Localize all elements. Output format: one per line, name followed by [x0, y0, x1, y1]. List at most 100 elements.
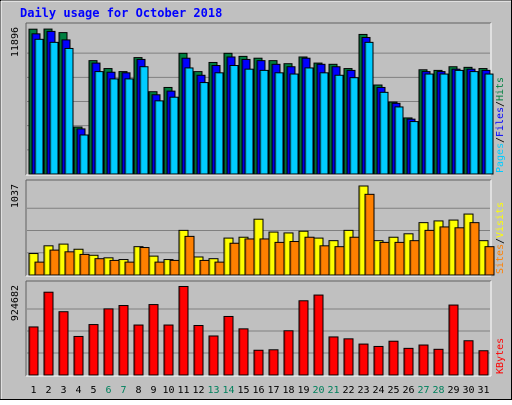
side-label-visits: Visits [495, 202, 506, 238]
side-label-hits: Hits [495, 77, 506, 101]
bar-pages-day-23 [364, 41, 374, 175]
side-label-separator: / [495, 137, 506, 143]
x-tick-label-day-9: 9 [150, 385, 156, 396]
bar-kbytes-day-13 [208, 335, 219, 376]
x-tick-label-day-30: 30 [462, 385, 474, 396]
bar-pages-day-22 [349, 77, 359, 175]
bar-sites-day-11 [184, 235, 195, 276]
bar-kbytes-day-16 [253, 349, 264, 376]
x-tick-label-day-20: 20 [312, 385, 324, 396]
bar-kbytes-day-5 [88, 324, 99, 376]
x-tick-label-day-11: 11 [177, 385, 189, 396]
bar-kbytes-day-23 [358, 343, 369, 376]
bar-kbytes-day-17 [268, 349, 279, 376]
bar-pages-day-31 [484, 73, 494, 175]
x-tick-label-day-18: 18 [282, 385, 294, 396]
bar-pages-day-16 [259, 69, 269, 175]
bar-pages-day-2 [49, 41, 59, 175]
bar-pages-day-7 [124, 78, 134, 175]
bar-kbytes-day-25 [388, 340, 399, 376]
side-label-kbytes: KBytes [495, 338, 506, 374]
bar-kbytes-day-19 [298, 300, 309, 376]
x-tick-label-day-28: 28 [432, 385, 444, 396]
bar-sites-day-31 [484, 246, 495, 276]
bar-kbytes-day-18 [283, 330, 294, 376]
bar-kbytes-day-3 [58, 311, 69, 376]
bar-kbytes-day-27 [418, 344, 429, 376]
x-tick-label-day-26: 26 [402, 385, 414, 396]
bar-kbytes-day-10 [163, 324, 174, 376]
x-tick-label-day-4: 4 [75, 385, 81, 396]
x-tick-label-day-24: 24 [372, 385, 384, 396]
bar-kbytes-day-24 [373, 345, 384, 376]
x-tick-label-day-7: 7 [120, 385, 126, 396]
bar-pages-day-11 [184, 67, 194, 175]
max-label-hits-files-pages: 11896 [10, 27, 21, 57]
bar-kbytes-day-28 [433, 348, 444, 376]
x-tick-label-day-22: 22 [342, 385, 354, 396]
x-tick-label-day-31: 31 [477, 385, 489, 396]
x-tick-label-day-1: 1 [30, 385, 36, 396]
bar-pages-day-1 [34, 38, 44, 175]
bar-kbytes-day-8 [133, 324, 144, 376]
x-tick-label-day-25: 25 [387, 385, 399, 396]
x-tick-label-day-6: 6 [105, 385, 111, 396]
bar-pages-day-5 [94, 71, 104, 175]
bar-pages-day-26 [409, 121, 419, 175]
bar-kbytes-day-15 [238, 328, 249, 376]
max-label-visits-sites: 1037 [10, 184, 21, 208]
x-tick-label-day-12: 12 [192, 385, 204, 396]
side-label-sites: Sites [495, 244, 506, 274]
bar-pages-day-9 [154, 100, 164, 175]
x-tick-label-day-29: 29 [447, 385, 459, 396]
x-tick-label-day-3: 3 [60, 385, 66, 396]
max-label-kbytes: 924682 [10, 285, 21, 321]
bar-pages-day-14 [229, 65, 239, 175]
side-label-separator: / [495, 101, 506, 107]
bar-pages-day-21 [334, 74, 344, 175]
bar-kbytes-day-30 [463, 340, 474, 376]
bar-sites-day-23 [364, 193, 375, 276]
side-label-files: Files [495, 107, 506, 137]
x-tick-label-day-10: 10 [162, 385, 174, 396]
bar-pages-day-18 [289, 73, 299, 175]
bar-pages-day-10 [169, 96, 179, 175]
x-tick-label-day-21: 21 [327, 385, 339, 396]
bar-pages-day-27 [424, 73, 434, 175]
bar-kbytes-day-7 [118, 305, 129, 376]
x-tick-label-day-15: 15 [237, 385, 249, 396]
x-tick-label-day-16: 16 [252, 385, 264, 396]
bar-kbytes-day-26 [403, 347, 414, 376]
bar-pages-day-12 [199, 82, 209, 175]
bar-kbytes-day-20 [313, 294, 324, 376]
x-tick-label-day-23: 23 [357, 385, 369, 396]
x-tick-label-day-8: 8 [135, 385, 141, 396]
bar-kbytes-day-4 [73, 335, 84, 376]
bar-kbytes-day-12 [193, 325, 204, 376]
bar-kbytes-day-14 [223, 315, 234, 376]
bar-kbytes-day-31 [478, 350, 489, 376]
bar-pages-day-3 [64, 47, 74, 175]
bar-pages-day-17 [274, 72, 284, 175]
bar-pages-day-24 [379, 91, 389, 175]
bar-pages-day-8 [139, 66, 149, 175]
x-tick-label-day-13: 13 [207, 385, 219, 396]
side-label-pages: Pages [495, 143, 506, 173]
bar-kbytes-day-11 [178, 285, 189, 376]
bar-kbytes-day-6 [103, 308, 114, 376]
bar-pages-day-19 [304, 67, 314, 175]
bar-pages-day-25 [394, 106, 404, 175]
bar-kbytes-day-1 [28, 326, 39, 376]
chart-title: Daily usage for October 2018 [20, 6, 222, 20]
bar-pages-day-6 [109, 78, 119, 175]
bar-kbytes-day-22 [343, 338, 354, 376]
bar-kbytes-day-29 [448, 304, 459, 376]
side-label-separator: / [495, 238, 506, 244]
bar-pages-day-4 [79, 134, 89, 175]
bar-kbytes-day-9 [148, 304, 159, 376]
x-tick-label-day-17: 17 [267, 385, 279, 396]
bar-pages-day-28 [439, 73, 449, 175]
bar-pages-day-30 [469, 71, 479, 175]
